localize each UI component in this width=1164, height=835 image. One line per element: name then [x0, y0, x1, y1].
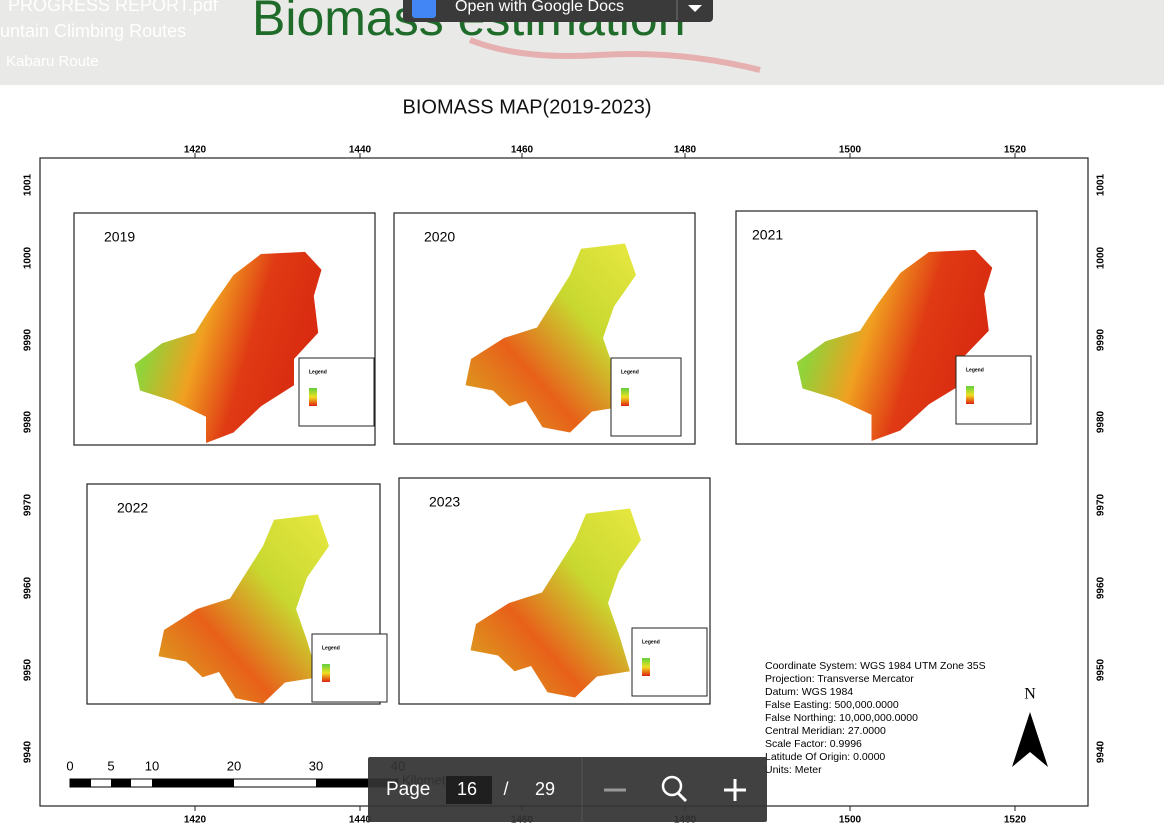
- y-coord-label: 9980: [1096, 410, 1107, 433]
- legend-ramp: [642, 658, 650, 676]
- legend-title: Legend: [966, 367, 984, 373]
- sidebar-item[interactable]: untain Climbing Routes: [0, 21, 186, 41]
- page-separator: /: [503, 779, 508, 799]
- y-coord-label: 1001: [23, 173, 34, 196]
- map-info: Datum: WGS 1984: [765, 686, 853, 698]
- scale-label: 20: [227, 758, 241, 773]
- y-coord-label: 9970: [23, 493, 34, 516]
- map-title: BIOMASS MAP(2019-2023): [403, 96, 652, 118]
- x-coord-label: 1420: [184, 145, 207, 156]
- legend-title: Legend: [621, 369, 639, 375]
- map-info: False Northing: 10,000,000.0000: [765, 712, 918, 724]
- scale-label: 5: [107, 758, 114, 773]
- page-input[interactable]: [446, 776, 492, 804]
- scale-label: 30: [309, 758, 323, 773]
- scale-segment: [111, 779, 131, 787]
- y-coord-label: 9990: [1096, 328, 1107, 351]
- map-info: False Easting: 500,000.0000: [765, 699, 899, 711]
- dropdown-arrow[interactable]: [688, 5, 702, 12]
- legend-title: Legend: [309, 369, 327, 375]
- scale-segment: [152, 779, 234, 787]
- y-coord-label: 1000: [1096, 246, 1107, 269]
- map-info: Projection: Transverse Mercator: [765, 673, 914, 685]
- page-total: 29: [535, 779, 555, 799]
- map-info: Scale Factor: 0.9996: [765, 738, 862, 750]
- map-content: 1420142014401440146014601480148015001500…: [23, 145, 1107, 826]
- file-name: PROGRESS REPORT.pdf: [8, 0, 219, 15]
- open-button-label[interactable]: Open with Google Docs: [455, 0, 624, 15]
- zoom-icon-handle: [676, 791, 688, 803]
- legend-ramp: [966, 386, 974, 404]
- page-label: Page: [386, 779, 430, 800]
- docs-icon: [412, 0, 436, 18]
- scale-segment: [70, 779, 91, 787]
- map-info: Central Meridian: 27.0000: [765, 725, 886, 737]
- pager: [368, 757, 767, 822]
- y-coord-label: 1000: [23, 246, 34, 269]
- panel-year: 2021: [752, 227, 783, 243]
- y-coord-label: 9960: [1096, 576, 1107, 599]
- x-coord-label: 1440: [349, 815, 372, 826]
- map-info: Coordinate System: WGS 1984 UTM Zone 35S: [765, 660, 986, 672]
- panel-year: 2019: [104, 229, 135, 245]
- panel-year: 2020: [424, 229, 455, 245]
- zoom-icon[interactable]: [661, 775, 683, 797]
- y-coord-label: 9980: [23, 410, 34, 433]
- x-coord-label: 1500: [839, 145, 862, 156]
- north-label: N: [1024, 686, 1036, 703]
- panel-year: 2023: [429, 494, 460, 510]
- y-coord-label: 9960: [23, 576, 34, 599]
- legend-title: Legend: [642, 639, 660, 645]
- open-button[interactable]: [403, 0, 713, 22]
- scale-segment: [316, 779, 398, 787]
- y-coord-label: 9940: [23, 740, 34, 763]
- y-coord-label: 9970: [1096, 493, 1107, 516]
- north-arrow: [1012, 712, 1048, 767]
- y-coord-label: 9940: [1096, 740, 1107, 763]
- x-coord-label: 1480: [674, 145, 697, 156]
- legend-title: Legend: [322, 645, 340, 651]
- legend-ramp: [322, 664, 330, 682]
- map-info: Latitude Of Origin: 0.0000: [765, 751, 885, 763]
- sidebar-item[interactable]: Kabaru Route: [6, 53, 99, 70]
- scale-label: 0: [66, 758, 73, 773]
- x-coord-label: 1420: [184, 815, 207, 826]
- y-coord-label: 1001: [1096, 173, 1107, 196]
- x-coord-label: 1500: [839, 815, 862, 826]
- map-info: Units: Meter: [765, 764, 822, 776]
- y-coord-label: 9950: [1096, 658, 1107, 681]
- x-coord-label: 1460: [511, 145, 534, 156]
- scale-label: 10: [145, 758, 159, 773]
- legend-ramp: [621, 388, 629, 406]
- y-coord-label: 9950: [23, 658, 34, 681]
- panel-year: 2022: [117, 500, 148, 516]
- legend-ramp: [309, 388, 317, 406]
- page-current[interactable]: 16: [457, 779, 477, 799]
- x-coord-label: 1520: [1004, 145, 1027, 156]
- zoom-in[interactable]: [724, 779, 746, 801]
- x-coord-label: 1440: [349, 145, 372, 156]
- y-coord-label: 9990: [23, 328, 34, 351]
- route-line: [468, 37, 761, 73]
- x-coord-label: 1520: [1004, 815, 1027, 826]
